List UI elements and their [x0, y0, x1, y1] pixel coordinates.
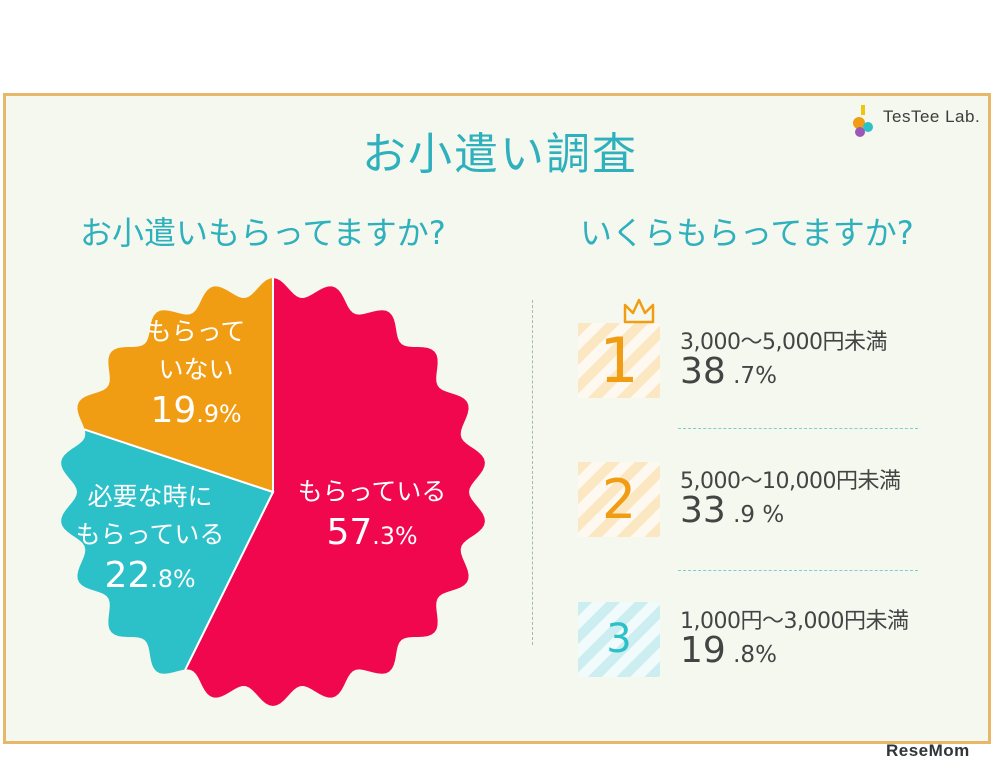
rank-number: 2	[601, 468, 637, 531]
rank-badge: 2	[578, 462, 660, 537]
rank-number: 1	[599, 324, 639, 397]
testee-lab-logo: TesTee Lab.	[849, 101, 999, 141]
rank-label: 5,000〜10,000円未満	[680, 469, 901, 494]
watermark: ReseMom	[886, 741, 970, 760]
pie-slice-label: もらっていない 19.9%	[147, 317, 246, 431]
crown-icon	[623, 298, 655, 324]
pie-slice-label: 必要な時にもらっている 22.8%	[76, 482, 225, 596]
page-title: お小遣い調査	[362, 129, 638, 180]
pie-slice	[61, 396, 275, 706]
rank-number: 3	[606, 616, 632, 662]
rank-label: 3,000〜5,000円未満	[680, 330, 887, 355]
rank-value: 19 .8%	[680, 630, 777, 671]
rank-divider	[678, 570, 918, 571]
pie-question: お小遣いもらってますか?	[80, 214, 446, 252]
rank-value: 38 .7%	[680, 351, 777, 392]
rank-badge: 3	[578, 602, 660, 677]
rank-value: 33 .9 %	[680, 490, 785, 531]
rank-divider	[678, 428, 918, 429]
rank-badge: 1	[578, 323, 660, 398]
logo-text: TesTee Lab.	[883, 107, 981, 126]
flask-icon	[853, 105, 873, 137]
pie-slice-label: もらっている 57.3%	[298, 477, 447, 553]
rank-label: 1,000円〜3,000円未満	[680, 609, 909, 634]
vertical-divider	[532, 300, 533, 645]
ranking-question: いくらもらってますか?	[580, 214, 914, 252]
